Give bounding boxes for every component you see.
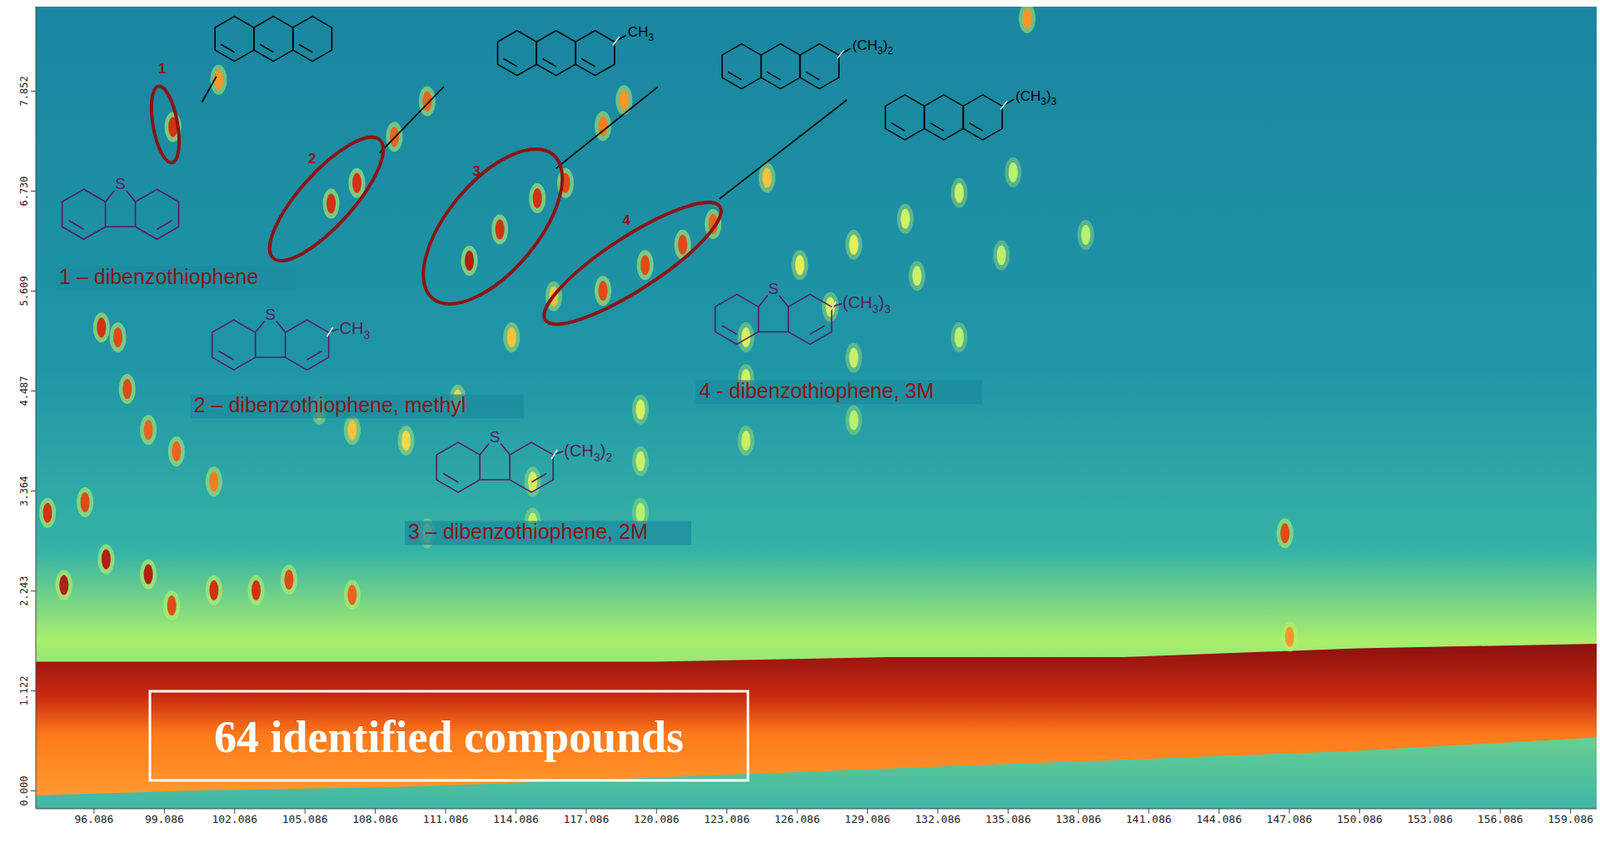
svg-text:64 identified compounds: 64 identified compounds xyxy=(214,712,684,763)
svg-text:3.364: 3.364 xyxy=(18,476,30,507)
svg-text:(CH3)3: (CH3)3 xyxy=(842,293,892,316)
svg-text:S: S xyxy=(114,174,126,193)
svg-text:3: 3 xyxy=(472,163,480,180)
svg-text:129.086: 129.086 xyxy=(844,812,891,826)
svg-text:1 – dibenzothiophene: 1 – dibenzothiophene xyxy=(59,264,259,289)
svg-text:156.086: 156.086 xyxy=(1477,812,1524,826)
svg-text:105.086: 105.086 xyxy=(282,812,329,826)
svg-text:S: S xyxy=(489,428,501,446)
svg-text:138.086: 138.086 xyxy=(1055,812,1102,826)
svg-text:2.243: 2.243 xyxy=(18,576,30,607)
svg-text:CH3: CH3 xyxy=(628,24,655,44)
svg-text:102.086: 102.086 xyxy=(211,812,258,826)
svg-text:108.086: 108.086 xyxy=(352,812,399,826)
svg-text:0.000: 0.000 xyxy=(18,776,30,807)
svg-text:135.086: 135.086 xyxy=(985,812,1032,826)
svg-text:126.086: 126.086 xyxy=(774,812,821,826)
svg-text:1.122: 1.122 xyxy=(18,675,30,706)
svg-text:3 – dibenzothiophene, 2M: 3 – dibenzothiophene, 2M xyxy=(408,519,648,544)
svg-text:(CH3)2: (CH3)2 xyxy=(852,37,894,57)
svg-text:4: 4 xyxy=(622,212,631,229)
svg-text:141.086: 141.086 xyxy=(1126,812,1172,826)
svg-text:4 - dibenzothiophene, 3M: 4 - dibenzothiophene, 3M xyxy=(698,378,934,403)
svg-text:6.730: 6.730 xyxy=(18,175,30,206)
svg-text:S: S xyxy=(264,305,276,324)
svg-text:(CH3)2: (CH3)2 xyxy=(563,441,613,464)
svg-text:144.086: 144.086 xyxy=(1196,812,1242,826)
svg-text:111.086: 111.086 xyxy=(423,812,469,826)
svg-text:132.086: 132.086 xyxy=(915,812,962,826)
svg-text:(CH3)3: (CH3)3 xyxy=(1015,88,1057,108)
svg-text:96.086: 96.086 xyxy=(74,812,114,826)
svg-text:2: 2 xyxy=(308,150,316,167)
svg-text:153.086: 153.086 xyxy=(1406,812,1453,826)
svg-text:S: S xyxy=(767,279,779,298)
svg-text:147.086: 147.086 xyxy=(1266,812,1313,826)
svg-text:117.086: 117.086 xyxy=(563,812,609,826)
svg-text:5.609: 5.609 xyxy=(18,275,30,306)
svg-text:120.086: 120.086 xyxy=(633,812,680,826)
svg-text:CH3: CH3 xyxy=(339,319,371,342)
svg-text:150.086: 150.086 xyxy=(1336,812,1383,826)
svg-text:159.086: 159.086 xyxy=(1547,812,1594,826)
svg-text:114.086: 114.086 xyxy=(493,812,539,826)
svg-text:4.487: 4.487 xyxy=(18,375,30,406)
svg-text:2 – dibenzothiophene, methyl: 2 – dibenzothiophene, methyl xyxy=(194,393,467,417)
svg-text:7.852: 7.852 xyxy=(18,75,30,106)
svg-text:99.086: 99.086 xyxy=(144,812,185,826)
svg-text:1: 1 xyxy=(158,60,166,77)
svg-text:123.086: 123.086 xyxy=(703,812,750,826)
